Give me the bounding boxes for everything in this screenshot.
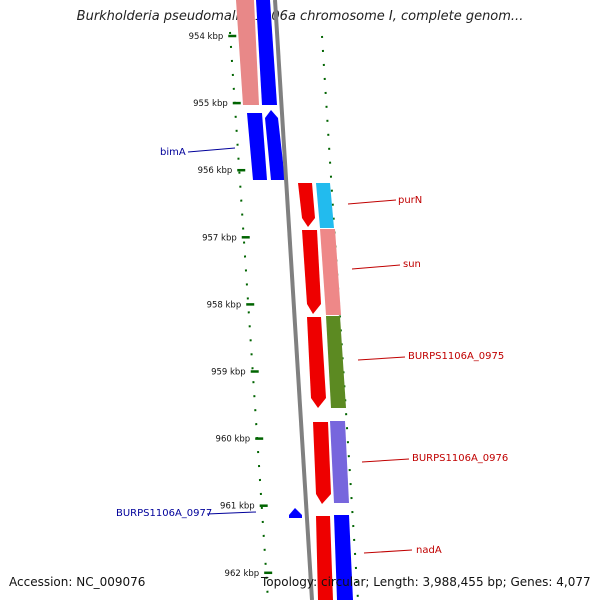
leader-0977 (206, 511, 257, 515)
bima-block-left[interactable] (247, 113, 267, 180)
kbp-tick-label: 955 kbp (193, 99, 228, 109)
gene-0976-reverse[interactable] (313, 422, 331, 504)
gene-0976-band[interactable] (330, 421, 349, 503)
kbp-tick-label: 962 kbp (225, 569, 260, 579)
leader-nada (363, 549, 413, 554)
feature-track[interactable] (236, 0, 353, 600)
gene-label-0975[interactable]: BURPS1106A_0975 (408, 351, 504, 362)
kbp-ticks: 954 kbp 955 kbp 956 kbp 957 kbp 958 kbp 959 k… (189, 32, 273, 579)
kbp-tick-label: 954 kbp (189, 32, 224, 42)
gene-sun-band[interactable] (320, 229, 341, 315)
leader-purn (347, 199, 397, 205)
gene-0977-block[interactable] (289, 508, 302, 518)
leader-0976 (361, 458, 410, 463)
kbp-tick-label: 958 kbp (207, 300, 242, 310)
gene-label-0976[interactable]: BURPS1106A_0976 (412, 453, 508, 464)
feature-block-pink-upper[interactable] (236, 0, 259, 105)
gene-label-purn[interactable]: purN (398, 195, 422, 206)
gene-0975-reverse[interactable] (307, 317, 326, 408)
feature-block-blue-upper[interactable] (256, 0, 277, 105)
leader-bima (187, 147, 236, 153)
kbp-tick-label: 961 kbp (220, 502, 255, 512)
bima-block-right[interactable] (265, 110, 285, 180)
gene-label-sun[interactable]: sun (403, 259, 421, 270)
gene-label-nada[interactable]: nadA (416, 545, 442, 556)
kbp-tick-label: 956 kbp (198, 166, 233, 176)
kbp-tick-label: 957 kbp (202, 233, 237, 243)
gene-nada-band[interactable] (334, 515, 353, 600)
leader-0975 (357, 356, 406, 361)
gene-0975-band[interactable] (326, 316, 346, 408)
genome-stats-text: Topology: circular; Length: 3,988,455 bp… (261, 575, 591, 589)
backbone-arc (273, 0, 314, 600)
gene-sun-reverse[interactable] (302, 230, 321, 314)
gene-label-bima[interactable]: bimA (160, 147, 186, 158)
gene-purn-reverse[interactable] (298, 183, 315, 227)
gene-nada-reverse[interactable] (316, 516, 333, 600)
kbp-tick-label: 960 kbp (216, 435, 251, 445)
gene-labels: bimA BURPS1106A_0977 purN sun BURPS1106A… (116, 147, 508, 556)
leader-sun (351, 264, 401, 270)
kbp-tick-label: 959 kbp (211, 368, 246, 378)
gene-label-0977[interactable]: BURPS1106A_0977 (116, 508, 212, 519)
map-title: Burkholderia pseudomallei 1106a chromoso… (76, 9, 524, 24)
accession-text: Accession: NC_009076 (9, 575, 146, 589)
gene-purn-band[interactable] (316, 183, 334, 228)
